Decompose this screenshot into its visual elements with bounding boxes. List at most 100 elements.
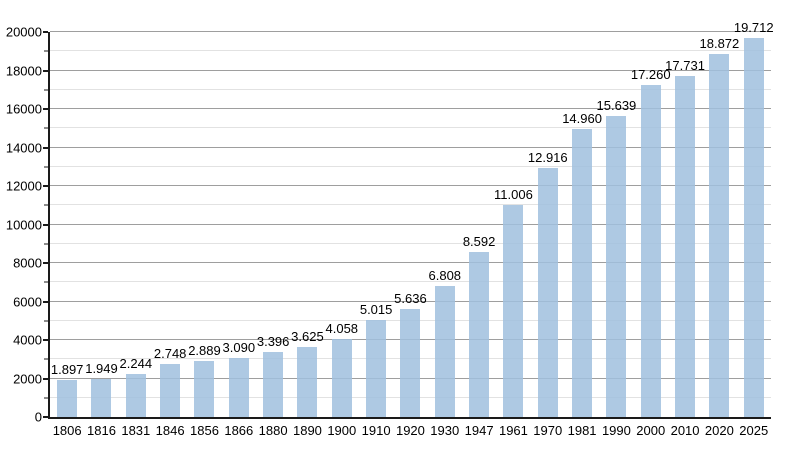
x-axis-tick-label: 1981 [568,423,597,438]
x-axis-tick-label: 1856 [190,423,219,438]
bar-slot: 12.9161970 [531,32,565,417]
y-axis-tick [44,320,48,321]
bar-slot: 17.2602000 [634,32,668,417]
x-axis-tick-label: 1930 [430,423,459,438]
bar [297,347,317,417]
bar-slot: 2.8891856 [187,32,221,417]
bars: 1.89718061.94918162.24418312.74818462.88… [50,32,771,417]
y-axis-tick-label: 14000 [6,140,42,155]
y-axis-tick [44,205,48,206]
y-axis-tick [43,70,48,72]
bar-value-label: 12.916 [528,151,568,165]
bar-value-label: 15.639 [597,99,637,113]
bar-value-label: 3.090 [223,341,256,355]
bar-value-label: 2.748 [154,347,187,361]
bar-slot: 6.8081930 [428,32,462,417]
bar-slot: 11.0061961 [496,32,530,417]
bar-value-label: 5.015 [360,303,393,317]
bar-value-label: 8.592 [463,235,496,249]
y-axis-tick-label: 20000 [6,25,42,40]
y-axis-tick [44,397,48,398]
y-axis-tick [43,31,48,33]
bar-slot: 18.8722020 [702,32,736,417]
y-axis-tick [44,243,48,244]
x-axis-tick-label: 2010 [671,423,700,438]
bar-value-label: 18.872 [700,37,740,51]
y-axis-tick [44,282,48,283]
y-axis-tick-label: 4000 [13,333,42,348]
bar-value-label: 5.636 [394,292,427,306]
bar-value-label: 3.396 [257,335,290,349]
y-axis-tick [43,378,48,380]
bar-value-label: 4.058 [326,322,359,336]
bar-value-label: 2.889 [188,344,221,358]
y-axis-tick-label: 6000 [13,294,42,309]
y-axis-tick [43,339,48,341]
population-bar-chart: 0200040006000800010000120001400016000180… [0,0,800,450]
y-axis-tick [44,166,48,167]
y-axis-tick [44,128,48,129]
bar-slot: 5.6361920 [393,32,427,417]
y-axis-tick [43,185,48,187]
bar [229,358,249,417]
y-axis-labels: 0200040006000800010000120001400016000180… [0,32,42,417]
bar-value-label: 17.731 [665,59,705,73]
x-axis-tick-label: 2020 [705,423,734,438]
bar-value-label: 6.808 [428,269,461,283]
bar [160,364,180,417]
y-axis-tick [43,301,48,303]
bar [641,85,661,417]
bar-value-label: 3.625 [291,330,324,344]
bar-slot: 2.2441831 [119,32,153,417]
bar [263,352,283,417]
bar-value-label: 19.712 [734,21,774,35]
x-axis-tick-label: 2025 [739,423,768,438]
x-axis-tick-label: 1806 [53,423,82,438]
y-axis-tick [44,359,48,360]
y-axis-tick [43,147,48,149]
y-axis-tick [43,262,48,264]
bar-slot: 8.5921947 [462,32,496,417]
bar [332,339,352,417]
bar [126,374,146,417]
bar [400,309,420,417]
bar-slot: 1.8971806 [50,32,84,417]
bar [538,168,558,417]
x-axis-tick-label: 1990 [602,423,631,438]
bar [606,116,626,417]
x-axis-tick-label: 1947 [465,423,494,438]
y-axis-tick [43,416,48,418]
x-axis-tick-label: 1880 [259,423,288,438]
bar-slot: 1.9491816 [84,32,118,417]
y-axis-tick-label: 8000 [13,256,42,271]
x-axis-tick-label: 1890 [293,423,322,438]
bar-value-label: 14.960 [562,112,602,126]
y-axis-tick [43,108,48,110]
bar-value-label: 11.006 [494,188,533,202]
y-axis-tick-label: 0 [35,410,42,425]
y-axis-tick [44,51,48,52]
y-axis-tick-label: 16000 [6,102,42,117]
bar-value-label: 1.949 [85,362,118,376]
bar-slot: 3.3961880 [256,32,290,417]
bar-slot: 15.6391990 [599,32,633,417]
bar [709,54,729,417]
bar [503,205,523,417]
x-axis-tick-label: 1900 [327,423,356,438]
bar-slot: 5.0151910 [359,32,393,417]
x-axis-tick-label: 1831 [121,423,150,438]
bar [675,76,695,417]
bar-slot: 14.9601981 [565,32,599,417]
bar [57,380,77,417]
bar-slot: 3.0901866 [222,32,256,417]
x-axis-tick-label: 2000 [636,423,665,438]
y-axis-tick-label: 18000 [6,63,42,78]
bar-slot: 3.6251890 [290,32,324,417]
y-axis-tick [44,89,48,90]
bar [366,320,386,417]
plot-area: 1.89718061.94918162.24418312.74818462.88… [48,32,771,419]
bar-value-label: 2.244 [120,357,153,371]
x-axis-tick-label: 1961 [499,423,528,438]
x-axis-tick-label: 1910 [362,423,391,438]
x-axis-tick-label: 1866 [224,423,253,438]
